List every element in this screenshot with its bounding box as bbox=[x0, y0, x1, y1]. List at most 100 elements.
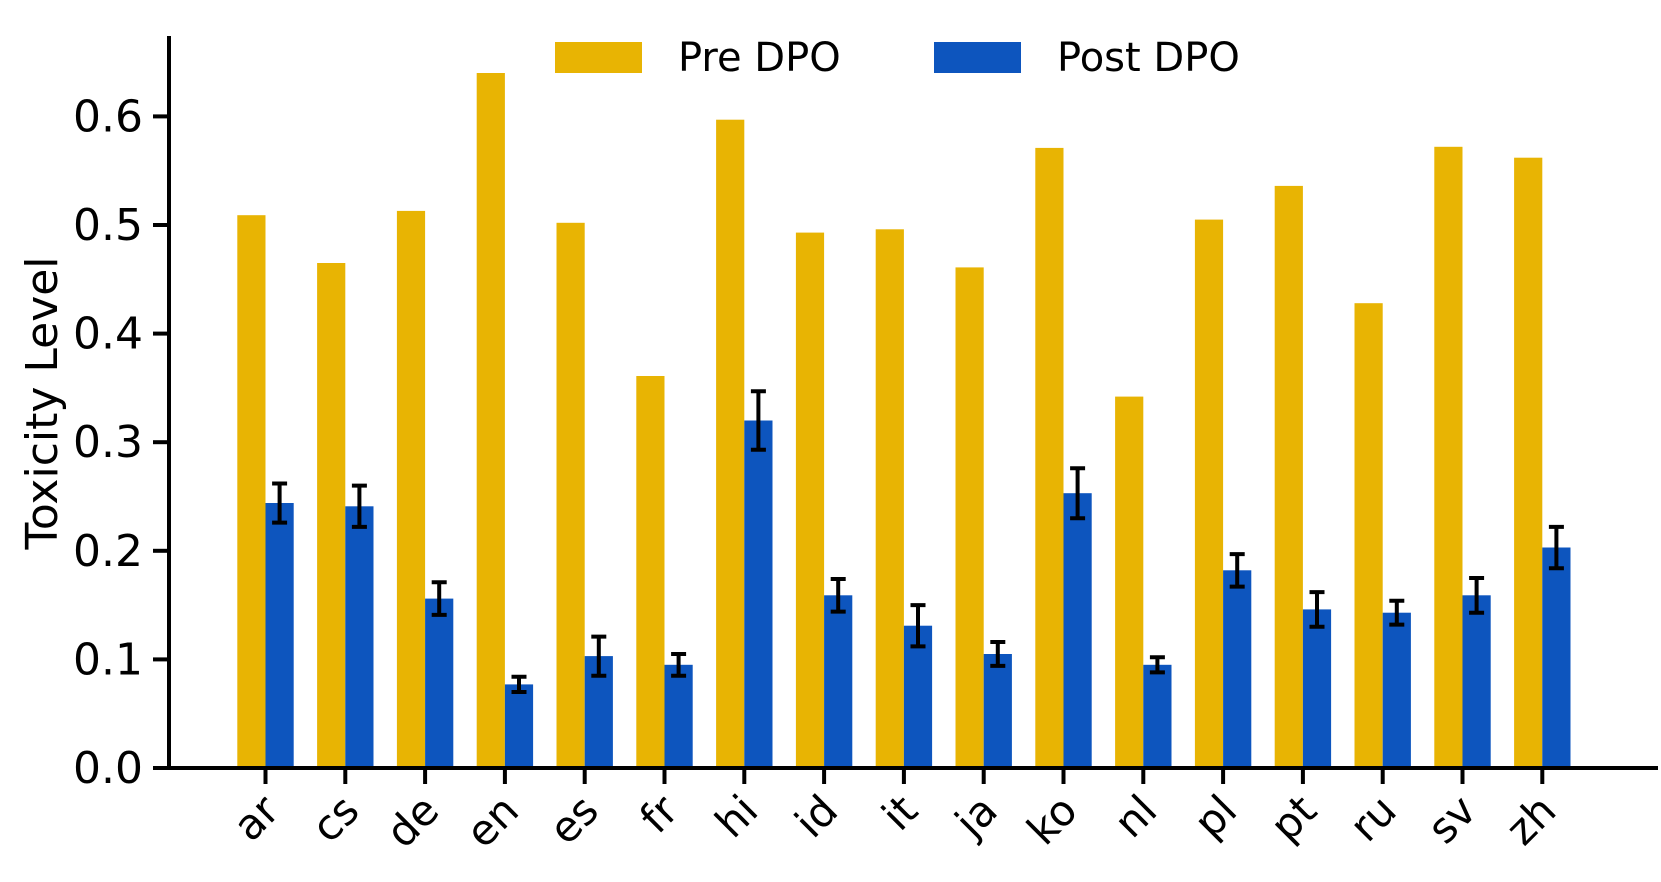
bar-pre-dpo-fr bbox=[636, 376, 665, 768]
bar-pre-dpo-id bbox=[795, 232, 825, 769]
bar-pre-dpo-cs bbox=[317, 263, 346, 768]
x-tick-label-sv: sv bbox=[1418, 785, 1486, 853]
error-bar-ar bbox=[272, 481, 288, 525]
legend-label-pre-dpo: Pre DPO bbox=[678, 35, 841, 81]
error-bar-pl bbox=[1229, 552, 1245, 589]
y-tick-0.2 bbox=[153, 548, 167, 553]
x-tick-de bbox=[423, 770, 428, 784]
error-bar-nl bbox=[1149, 655, 1165, 675]
y-tick-label-0.0: 0.0 bbox=[73, 743, 143, 794]
x-tick-label-ru: ru bbox=[1340, 785, 1406, 851]
x-tick-ru bbox=[1380, 770, 1385, 784]
y-tick-0.6 bbox=[153, 114, 167, 119]
x-tick-label-ko: ko bbox=[1018, 785, 1087, 854]
x-tick-label-ar: ar bbox=[224, 785, 290, 851]
bar-post-dpo-fr bbox=[664, 664, 693, 768]
error-bars-layer bbox=[272, 389, 1564, 694]
bar-post-dpo-ja bbox=[983, 654, 1012, 768]
y-axis-spine bbox=[167, 36, 171, 770]
x-tick-label-es: es bbox=[539, 785, 607, 853]
bar-post-dpo-ru bbox=[1382, 612, 1411, 768]
error-bar-en bbox=[511, 674, 527, 694]
y-tick-label-0.5: 0.5 bbox=[73, 200, 143, 251]
error-bar-ja bbox=[990, 640, 1006, 668]
x-tick-label-it: it bbox=[872, 785, 927, 840]
x-tick-label-en: en bbox=[456, 785, 528, 857]
error-bar-es bbox=[591, 634, 607, 678]
bar-post-dpo-nl bbox=[1143, 664, 1172, 768]
x-tick-hi bbox=[742, 770, 747, 784]
x-tick-id bbox=[822, 770, 827, 784]
y-tick-label-0.1: 0.1 bbox=[73, 634, 143, 685]
x-tick-label-cs: cs bbox=[302, 785, 368, 851]
bar-post-dpo-hi bbox=[744, 420, 773, 768]
bar-post-dpo-pt bbox=[1302, 609, 1332, 768]
x-tick-label-pl: pl bbox=[1184, 785, 1246, 847]
error-bar-ko bbox=[1070, 466, 1086, 521]
error-bar-hi bbox=[750, 389, 766, 452]
error-bar-fr bbox=[671, 652, 687, 678]
x-axis-spine bbox=[167, 766, 1658, 770]
bar-pre-dpo-pl bbox=[1194, 219, 1224, 769]
x-tick-es bbox=[582, 770, 587, 784]
y-tick-0.1 bbox=[153, 657, 167, 662]
error-bar-cs bbox=[351, 483, 367, 529]
y-tick-label-0.2: 0.2 bbox=[73, 526, 143, 577]
bar-pre-dpo-hi bbox=[716, 119, 745, 768]
bar-pre-dpo-ko bbox=[1035, 147, 1064, 768]
bar-pre-dpo-it bbox=[875, 229, 904, 769]
x-tick-nl bbox=[1141, 770, 1146, 784]
x-tick-label-hi: hi bbox=[706, 785, 768, 847]
bar-pre-dpo-zh bbox=[1514, 157, 1543, 768]
x-tick-label-fr: fr bbox=[630, 785, 688, 843]
y-axis-label: Toxicity Level bbox=[17, 256, 68, 550]
bar-post-dpo-de bbox=[425, 598, 454, 768]
x-tick-fr bbox=[662, 770, 667, 784]
x-tick-it bbox=[901, 770, 906, 784]
bar-post-dpo-en bbox=[504, 684, 534, 768]
x-tick-label-zh: zh bbox=[1496, 785, 1565, 854]
y-tick-0.5 bbox=[153, 223, 167, 227]
x-tick-pl bbox=[1221, 770, 1226, 784]
x-tick-zh bbox=[1540, 770, 1545, 784]
x-tick-en bbox=[502, 770, 507, 784]
x-tick-cs bbox=[343, 770, 348, 784]
bar-pre-dpo-sv bbox=[1434, 146, 1463, 769]
y-tick-0.3 bbox=[153, 440, 167, 445]
y-tick-label-0.3: 0.3 bbox=[73, 417, 143, 468]
bar-pre-dpo-ja bbox=[955, 267, 984, 768]
x-tick-ko bbox=[1061, 770, 1066, 784]
x-tick-label-de: de bbox=[376, 785, 448, 857]
legend-label-post-dpo: Post DPO bbox=[1057, 35, 1240, 81]
bar-post-dpo-it bbox=[903, 625, 933, 768]
error-bar-zh bbox=[1548, 524, 1564, 571]
x-tick-label-nl: nl bbox=[1105, 785, 1167, 847]
error-bar-ru bbox=[1389, 598, 1405, 627]
x-tick-label-ja: ja bbox=[945, 785, 1007, 847]
bar-post-dpo-id bbox=[824, 595, 853, 768]
bar-post-dpo-ar bbox=[265, 503, 294, 768]
bar-post-dpo-sv bbox=[1462, 595, 1491, 768]
legend-swatch-pre-dpo bbox=[555, 42, 642, 73]
error-bar-pt bbox=[1309, 590, 1325, 629]
bar-pre-dpo-es bbox=[556, 222, 585, 769]
error-bar-sv bbox=[1469, 576, 1485, 615]
bar-post-dpo-cs bbox=[345, 506, 374, 768]
y-tick-label-0.4: 0.4 bbox=[73, 309, 143, 360]
bar-pre-dpo-de bbox=[396, 210, 426, 768]
bar-pre-dpo-ru bbox=[1354, 303, 1383, 768]
x-tick-ar bbox=[263, 770, 268, 784]
x-tick-sv bbox=[1460, 770, 1465, 784]
bar-pre-dpo-pt bbox=[1274, 185, 1303, 768]
x-tick-ja bbox=[981, 770, 986, 784]
bar-pre-dpo-en bbox=[476, 73, 505, 768]
y-tick-0.4 bbox=[153, 331, 167, 336]
x-tick-label-id: id bbox=[785, 785, 847, 847]
bar-post-dpo-pl bbox=[1223, 570, 1252, 768]
x-tick-label-pt: pt bbox=[1261, 785, 1326, 850]
legend-swatch-post-dpo bbox=[934, 42, 1021, 73]
bar-post-dpo-ko bbox=[1063, 493, 1092, 768]
y-tick-label-0.6: 0.6 bbox=[73, 91, 143, 142]
legend: Pre DPO Post DPO bbox=[555, 35, 1240, 81]
